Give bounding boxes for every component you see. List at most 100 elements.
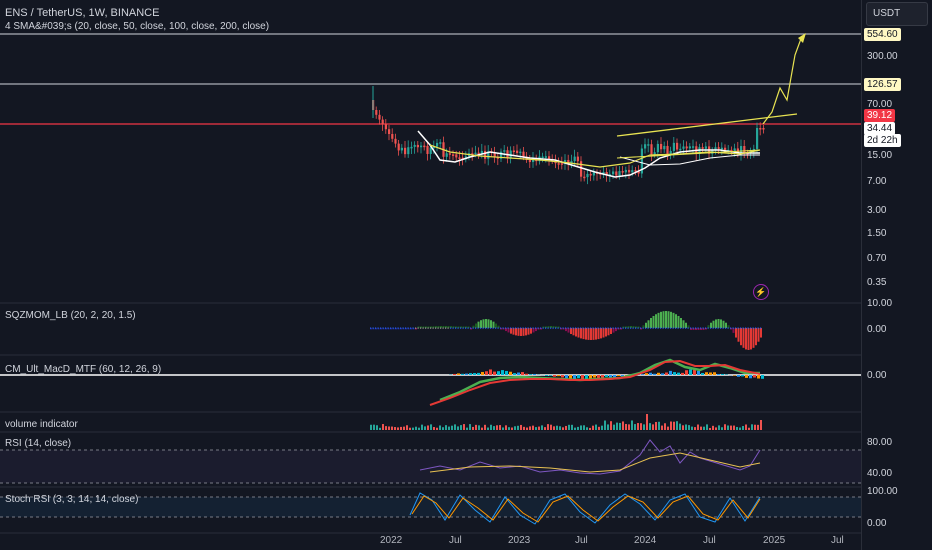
sqz-bar [492, 321, 495, 328]
macd-bar [573, 375, 576, 381]
sqz-bar [500, 328, 502, 330]
sqz-dot [565, 327, 567, 329]
sqz-dot [612, 327, 614, 329]
sqz-bar [420, 326, 422, 328]
flash-icon[interactable]: ⚡ [753, 284, 769, 300]
sqz-dot [430, 327, 432, 329]
time-tick-jul-25: Jul [831, 535, 844, 546]
sqz-bar [647, 320, 650, 328]
volume-bar [592, 425, 594, 430]
macd-bar [717, 373, 720, 375]
sqz-dot [652, 327, 654, 329]
candle-body [580, 161, 583, 177]
sqz-bar [722, 320, 725, 328]
candle-body [756, 128, 759, 149]
volume-label[interactable]: volume indicator [5, 419, 78, 430]
volume-bar [661, 425, 663, 430]
sqz-label[interactable]: SQZMOM_LB (20, 2, 20, 1.5) [5, 310, 136, 321]
sqz-dot [507, 327, 509, 329]
sqz-bar [527, 328, 530, 335]
sqz-bar [607, 328, 610, 336]
macd-bar [561, 375, 564, 378]
sqz-bar [425, 326, 427, 328]
sqz-dot [710, 327, 712, 329]
sqz-bar [697, 328, 700, 330]
sqz-dot [657, 327, 659, 329]
sqz-dot [570, 327, 572, 329]
sqz-bar [522, 328, 525, 336]
sqz-dot [700, 327, 702, 329]
sqz-bar [447, 326, 450, 328]
sqz-bar [430, 326, 432, 328]
sqz-dot [425, 327, 427, 329]
sqz-bar [510, 328, 512, 334]
macd-bar [673, 372, 676, 375]
rsi-tick-40: 40.00 [867, 468, 893, 479]
volume-bar [658, 421, 660, 430]
sqz-bar [715, 319, 717, 328]
volume-bar [454, 424, 456, 430]
candle-body [692, 146, 695, 148]
candle-body [512, 150, 515, 153]
price-chart[interactable] [0, 0, 861, 550]
sqz-dot [610, 327, 612, 329]
volume-bar [535, 427, 537, 430]
macd-bar [701, 373, 704, 375]
volume-bar [703, 426, 705, 430]
sqz-bar [630, 326, 632, 328]
sqz-bar [645, 322, 647, 328]
time-tick-2023: 2023 [508, 535, 531, 546]
sqz-dot [382, 327, 384, 329]
volume-bar [451, 425, 453, 430]
sqz-dot [412, 327, 414, 329]
sqz-dot [520, 327, 522, 329]
sqz-bar [682, 320, 685, 328]
volume-bar [496, 425, 498, 430]
candle-body [682, 146, 685, 149]
sqz-bar [595, 328, 597, 340]
volume-bar [547, 424, 549, 430]
volume-bar [700, 426, 702, 430]
candle-body [621, 171, 624, 173]
macd-bar [705, 372, 708, 375]
volume-bar [589, 427, 591, 430]
sma-white [417, 130, 760, 178]
candle-body [471, 153, 474, 155]
sqz-dot [645, 327, 647, 329]
candle-body [378, 114, 381, 120]
sqz-bar [415, 328, 417, 330]
rsi-label[interactable]: RSI (14, close) [5, 438, 72, 449]
sqz-dot [532, 327, 534, 329]
price-tag-current: 34.44 [864, 122, 896, 135]
sqz-dot [407, 327, 409, 329]
volume-bar [430, 424, 432, 430]
projection-arrowhead [798, 33, 806, 43]
candle-body [740, 146, 743, 154]
sqz-dot [515, 327, 517, 329]
sma-legend[interactable]: 4 SMA&#039;s (20, close, 50, close, 100,… [5, 21, 270, 32]
candle-body [404, 147, 407, 155]
volume-bar [460, 425, 462, 430]
macd-bar [745, 375, 748, 378]
sqz-dot [665, 327, 667, 329]
countdown-tag: 2d 22h [864, 134, 901, 147]
sqz-dot [572, 327, 574, 329]
currency-selector[interactable]: USDT [866, 2, 928, 26]
volume-bar [541, 425, 543, 430]
sqz-bar [442, 326, 445, 328]
sqz-bar [382, 328, 385, 330]
volume-bar [436, 427, 438, 430]
price-axis[interactable] [861, 0, 932, 550]
sqz-bar [370, 328, 372, 330]
sqz-dot [752, 327, 754, 329]
macd-bar [521, 372, 524, 375]
macd-label[interactable]: CM_Ult_MacD_MTF (60, 12, 26, 9) [5, 364, 162, 375]
sqz-dot [672, 327, 674, 329]
volume-bar [532, 425, 534, 430]
sqz-dot [567, 327, 569, 329]
volume-bar [394, 427, 396, 430]
stoch-label[interactable]: Stoch RSI (3, 3, 14, 14, close) [5, 494, 139, 505]
sqz-dot [542, 327, 544, 329]
candle-body [573, 156, 576, 162]
sqz-dot [560, 327, 562, 329]
